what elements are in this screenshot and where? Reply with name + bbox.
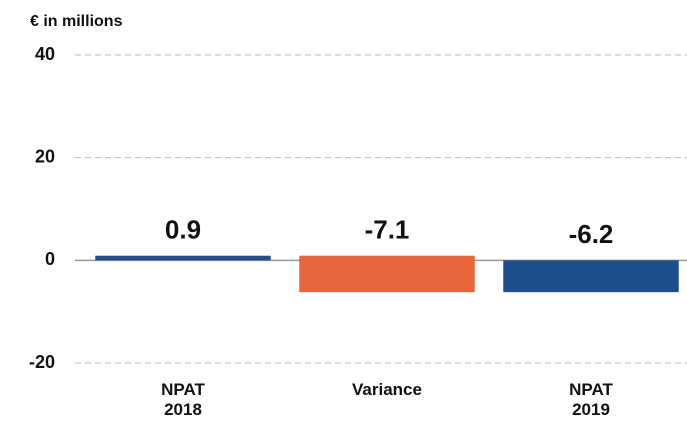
y-axis-label: € in millions (30, 13, 123, 30)
y-tick-label: 0 (45, 249, 55, 269)
y-tick-label: -20 (29, 352, 55, 372)
data-label: -6.2 (569, 219, 614, 249)
data-label: 0.9 (165, 215, 201, 245)
x-tick-label: NPAT 2019 (569, 380, 613, 419)
bar (299, 255, 475, 293)
y-tick-label: 20 (35, 146, 55, 166)
bar (503, 260, 679, 293)
x-tick-label: NPAT 2018 (161, 380, 205, 419)
data-label: -7.1 (365, 215, 410, 245)
bar (95, 255, 271, 261)
y-tick-label: 40 (35, 44, 55, 64)
x-tick-label: Variance (352, 380, 422, 399)
